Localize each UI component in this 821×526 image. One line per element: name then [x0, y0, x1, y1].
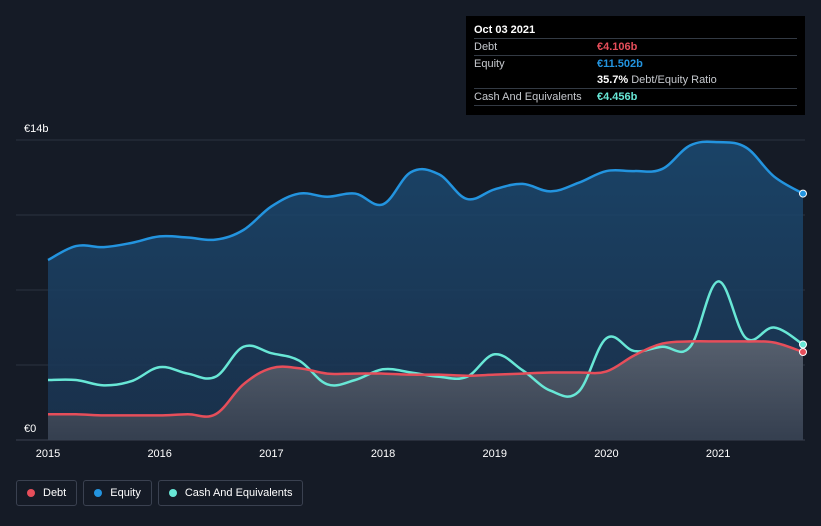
- tooltip-cash-label: Cash And Equivalents: [474, 91, 582, 103]
- x-tick-label-2020: 2020: [594, 448, 618, 460]
- legend-item-equity[interactable]: Equity: [83, 480, 152, 506]
- tooltip-ratio-row: 35.7% Debt/Equity Ratio: [474, 72, 797, 88]
- y-tick-label-0: €0: [24, 423, 36, 435]
- tooltip-cash-row: Cash And Equivalents €4.456b: [474, 88, 797, 106]
- legend-debt-label: Debt: [43, 487, 67, 499]
- tooltip-equity-row: Equity €11.502b: [474, 55, 797, 72]
- x-tick-label-2021: 2021: [706, 448, 730, 460]
- cash-end-marker: [799, 340, 807, 349]
- x-tick-label-2015: 2015: [36, 448, 60, 460]
- equity-area: [48, 141, 803, 440]
- legend-item-cash[interactable]: Cash And Equivalents: [157, 480, 304, 506]
- debt-area: [48, 341, 803, 440]
- debt-dot-icon: [27, 489, 35, 497]
- tooltip-ratio-label: Debt/Equity Ratio: [631, 74, 717, 86]
- equity-dot-icon: [94, 489, 103, 497]
- debt-line: [47, 340, 804, 418]
- tooltip: Oct 03 2021 Debt €4.106b Equity €11.502b…: [466, 16, 805, 115]
- legend: Debt Equity Cash And Equivalents: [16, 480, 304, 506]
- tooltip-debt-value: €4.106b: [597, 41, 638, 53]
- legend-item-debt[interactable]: Debt: [16, 480, 78, 506]
- legend-equity-label: Equity: [110, 487, 141, 499]
- x-tick-label-2019: 2019: [483, 448, 507, 460]
- tooltip-date: Oct 03 2021: [474, 24, 536, 36]
- tooltip-debt-label: Debt: [474, 41, 498, 53]
- tooltip-equity-label: Equity: [474, 58, 505, 70]
- equity-end-marker: [799, 189, 807, 198]
- y-tick-label-1: €14b: [24, 123, 48, 135]
- x-tick-label-2017: 2017: [259, 448, 283, 460]
- debt-end-marker: [799, 348, 807, 357]
- tooltip-cash-value: €4.456b: [597, 91, 638, 103]
- equity-line: [47, 140, 804, 262]
- legend-cash-label: Cash And Equivalents: [184, 487, 293, 499]
- tooltip-equity-value: €11.502b: [597, 58, 643, 70]
- x-tick-label-2016: 2016: [147, 448, 171, 460]
- tooltip-debt-row: Debt €4.106b: [474, 38, 797, 55]
- tooltip-ratio-value: 35.7%: [597, 74, 629, 86]
- cash-dot-icon: [168, 489, 177, 497]
- x-tick-label-2018: 2018: [371, 448, 395, 460]
